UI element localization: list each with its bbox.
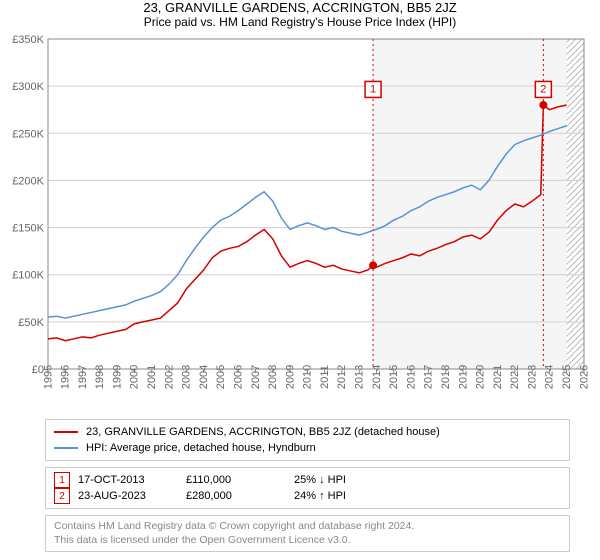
legend-swatch (54, 431, 78, 433)
x-tick-label: 2017 (423, 365, 435, 389)
chart-svg: £0£50K£100K£150K£200K£250K£300K£350K1995… (0, 33, 600, 413)
x-tick-label: 2004 (198, 365, 210, 389)
x-tick-label: 2016 (405, 365, 417, 389)
y-tick-label: £300K (12, 81, 44, 93)
x-tick-label: 2019 (457, 365, 469, 389)
event-date: 23-AUG-2023 (78, 490, 178, 502)
events-table: 1 17-OCT-2013 £110,000 25% ↓ HPI 2 23-AUG-202… (45, 467, 570, 509)
chart: £0£50K£100K£150K£200K£250K£300K£350K1995… (0, 33, 600, 413)
y-tick-label: £350K (12, 34, 44, 46)
x-tick-label: 2008 (267, 365, 279, 389)
x-tick-label: 1998 (94, 365, 106, 389)
y-tick-label: £50K (18, 317, 44, 329)
event-date: 17-OCT-2013 (78, 474, 178, 486)
x-tick-label: 2006 (232, 365, 244, 389)
x-tick-label: 2000 (129, 365, 141, 389)
x-tick-label: 2021 (492, 365, 504, 389)
x-tick-label: 2010 (302, 365, 314, 389)
event-pct: 24% ↑ HPI (294, 490, 346, 502)
x-tick-label: 2022 (509, 365, 521, 389)
legend-label: HPI: Average price, detached house, Hynd… (86, 442, 316, 454)
x-tick-label: 2001 (146, 365, 158, 389)
y-tick-label: £150K (12, 223, 44, 235)
event-price: £110,000 (186, 474, 286, 486)
credits-line-2: This data is licensed under the Open Gov… (54, 534, 561, 548)
x-tick-label: 2024 (544, 365, 556, 389)
x-tick-label: 2012 (336, 365, 348, 389)
x-tick-label: 2014 (371, 365, 383, 389)
credits: Contains HM Land Registry data © Crown c… (45, 515, 570, 552)
event-marker-number: 2 (540, 83, 546, 95)
x-tick-label: 2007 (250, 365, 262, 389)
x-tick-label: 2025 (561, 365, 573, 389)
y-tick-label: £250K (12, 128, 44, 140)
x-tick-label: 1996 (60, 365, 72, 389)
legend-item: 23, GRANVILLE GARDENS, ACCRINGTON, BB5 2… (54, 424, 561, 440)
event-marker-icon: 1 (54, 472, 70, 488)
event-pct: 25% ↓ HPI (294, 474, 346, 486)
credits-line-1: Contains HM Land Registry data © Crown c… (54, 520, 561, 534)
x-tick-label: 2005 (215, 365, 227, 389)
x-tick-label: 2023 (526, 365, 538, 389)
event-direction-icon: ↓ (319, 474, 325, 486)
x-tick-label: 1999 (111, 365, 123, 389)
y-tick-label: £200K (12, 175, 44, 187)
chart-title: 23, GRANVILLE GARDENS, ACCRINGTON, BB5 2… (0, 0, 600, 15)
x-tick-label: 2015 (388, 365, 400, 389)
event-row: 2 23-AUG-2023 £280,000 24% ↑ HPI (54, 488, 561, 504)
x-tick-label: 1997 (77, 365, 89, 389)
event-point (539, 101, 547, 109)
x-tick-label: 2003 (181, 365, 193, 389)
event-marker-icon: 2 (54, 488, 70, 504)
x-tick-label: 2013 (354, 365, 366, 389)
x-tick-label: 2002 (163, 365, 175, 389)
legend-swatch (54, 447, 78, 449)
chart-subtitle: Price paid vs. HM Land Registry's House … (0, 15, 600, 29)
event-marker-number: 1 (370, 83, 376, 95)
event-direction-icon: ↑ (319, 490, 325, 502)
event-row: 1 17-OCT-2013 £110,000 25% ↓ HPI (54, 472, 561, 488)
event-price: £280,000 (186, 490, 286, 502)
y-tick-label: £100K (12, 270, 44, 282)
x-tick-label: 2020 (475, 365, 487, 389)
legend-label: 23, GRANVILLE GARDENS, ACCRINGTON, BB5 2… (86, 426, 440, 438)
hatched-region (567, 39, 584, 369)
x-tick-label: 2009 (284, 365, 296, 389)
legend-item: HPI: Average price, detached house, Hynd… (54, 440, 561, 456)
x-tick-label: 2018 (440, 365, 452, 389)
event-point (369, 261, 377, 269)
legend: 23, GRANVILLE GARDENS, ACCRINGTON, BB5 2… (45, 419, 570, 461)
